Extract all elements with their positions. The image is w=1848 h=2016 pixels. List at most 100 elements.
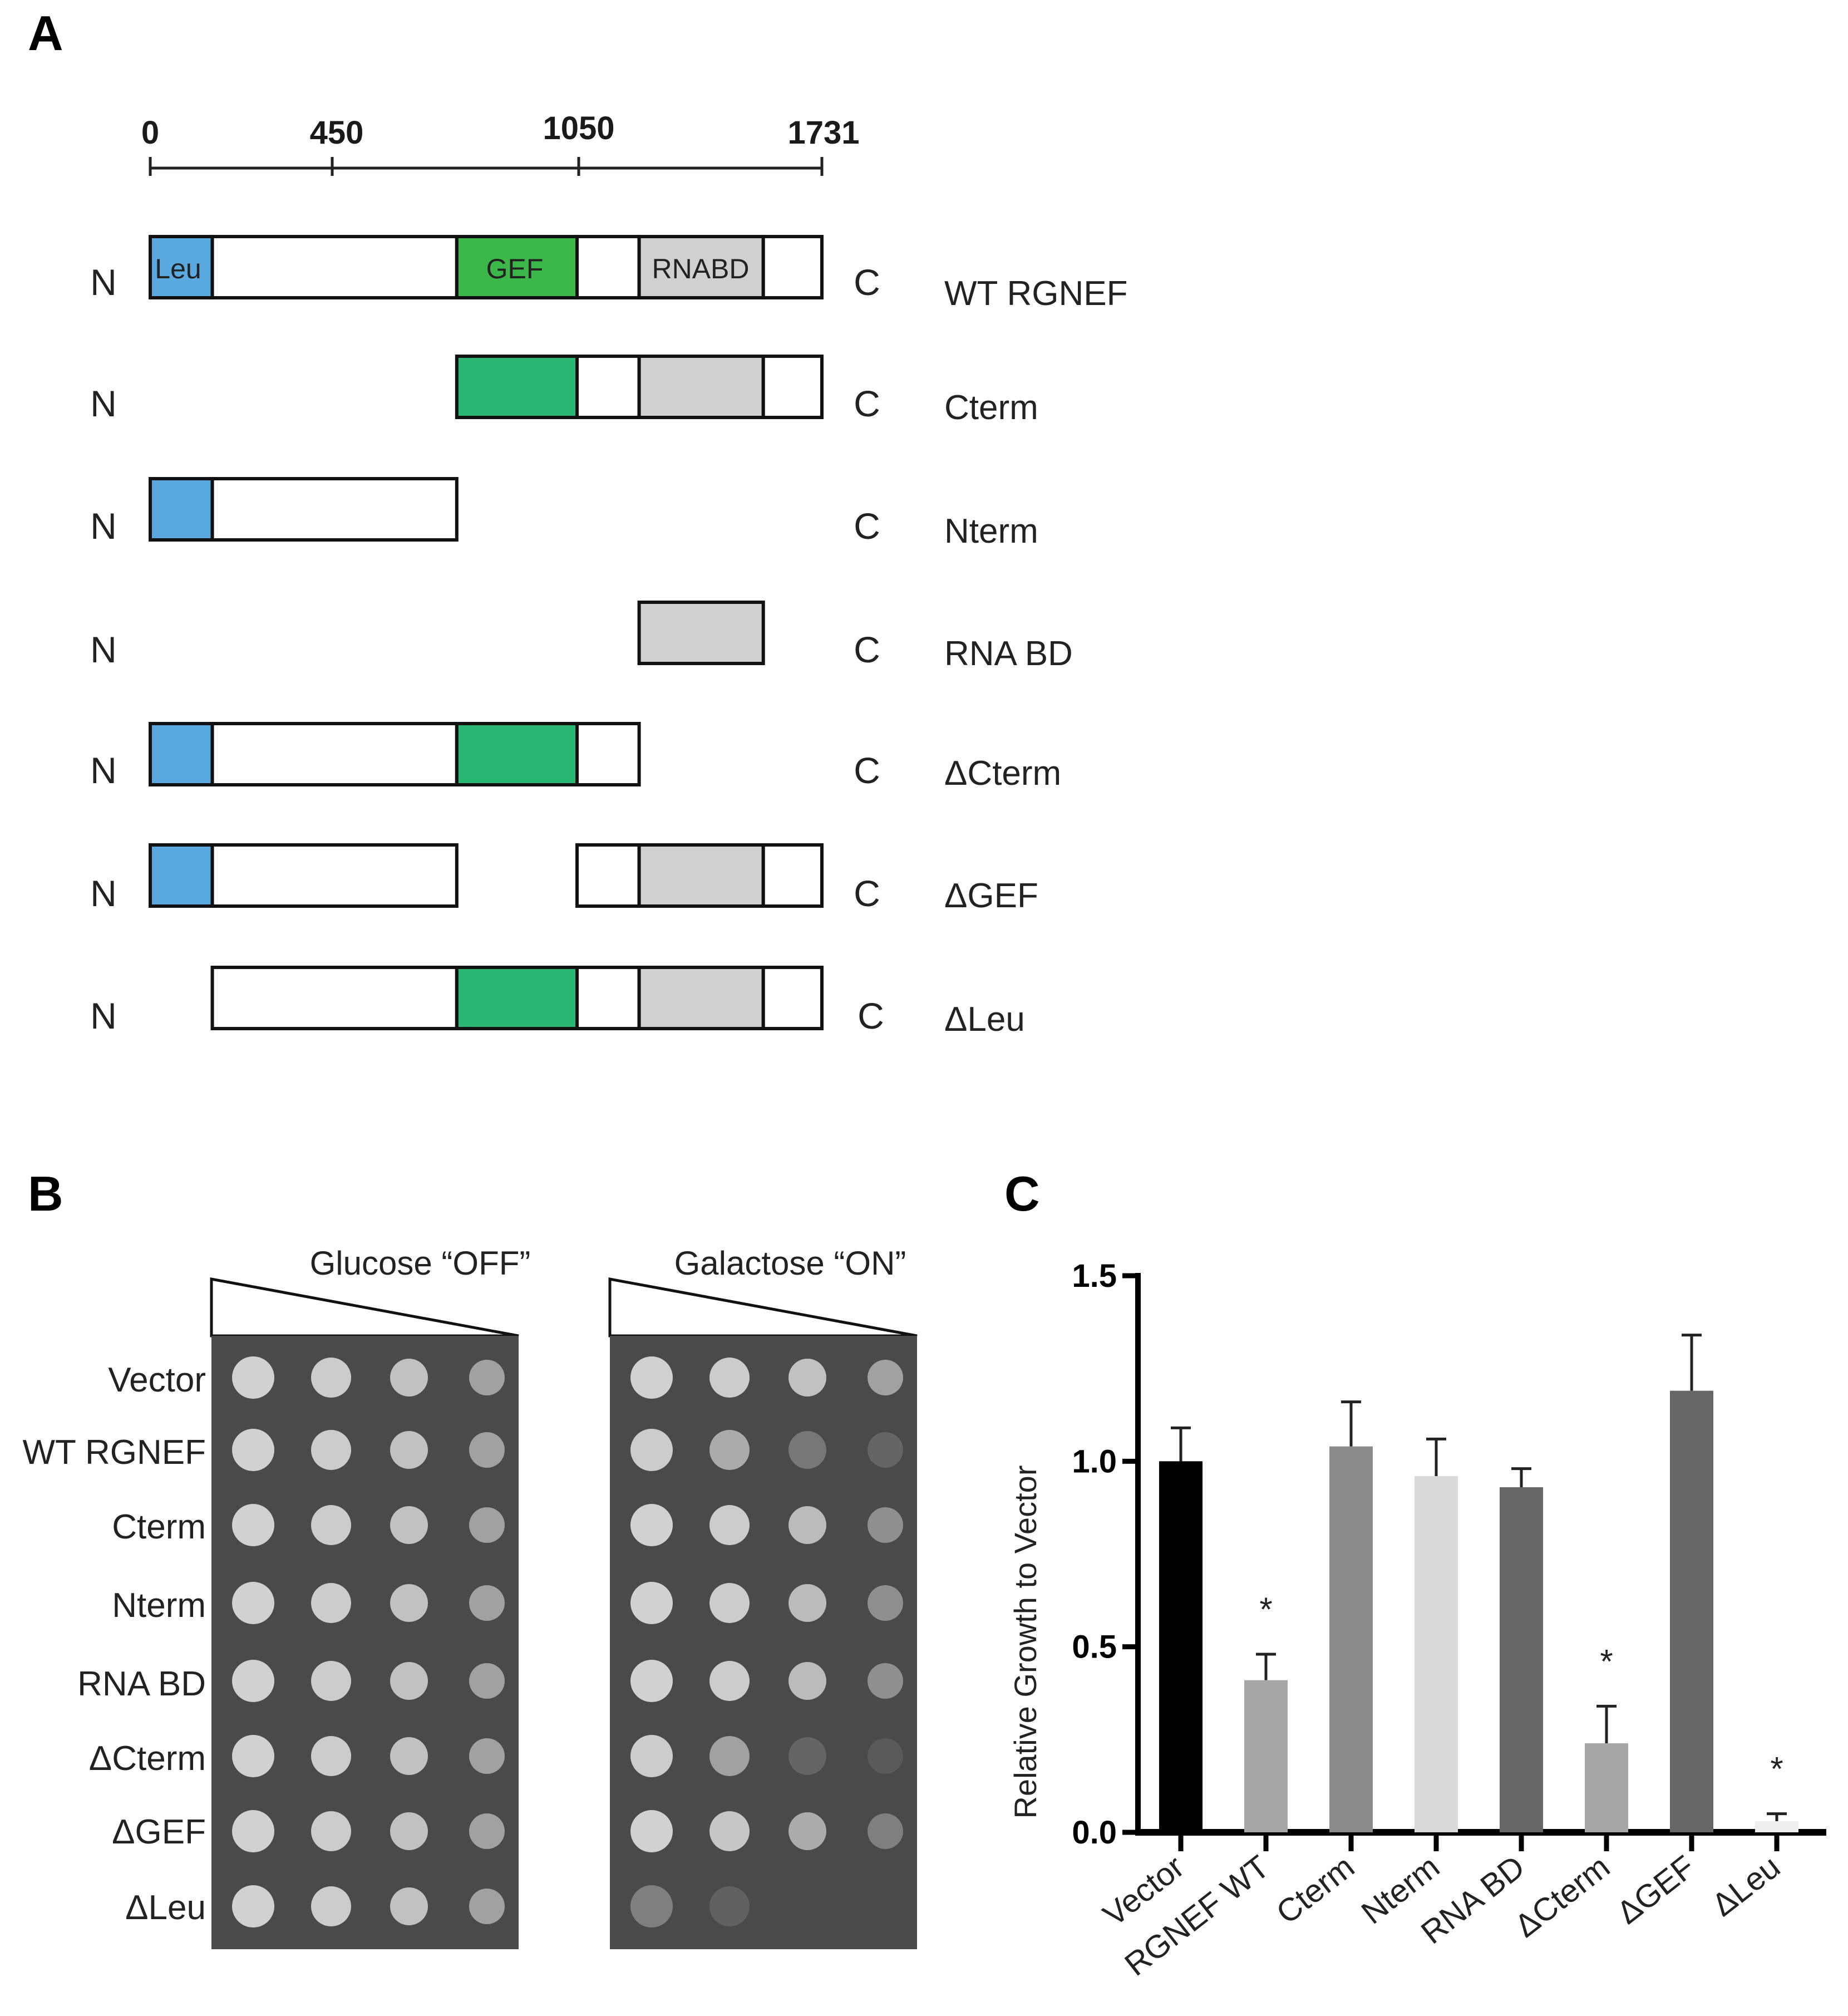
yeast-spot [469, 1507, 505, 1543]
significance-marker: * [1770, 1751, 1783, 1788]
domain-plain [761, 966, 824, 1030]
spots-glucose [232, 1356, 505, 1928]
y-tick-label: 0.5 [1072, 1629, 1117, 1665]
c-terminus-label: C [854, 262, 880, 303]
strain-label: Cterm [112, 1508, 206, 1546]
ruler: 0 450 1050 1731 [141, 110, 860, 176]
panel-a-letter: A [28, 6, 63, 61]
yeast-spot [311, 1811, 351, 1851]
domain-plain [761, 355, 824, 419]
domain-gef [455, 235, 579, 299]
yeast-spot [232, 1429, 274, 1471]
yeast-spot [868, 1813, 903, 1849]
yeast-spot [868, 1432, 903, 1468]
yeast-spot [709, 1736, 750, 1776]
construct-name: RNA BD [944, 635, 1073, 673]
ruler-tick-label: 0 [141, 115, 159, 151]
yeast-spot [469, 1585, 505, 1621]
n-terminus-label: N [90, 262, 117, 303]
strain-label: WT RGNEF [23, 1433, 206, 1472]
yeast-spot [630, 1504, 673, 1546]
n-terminus-label: N [90, 383, 117, 424]
construct-name: ΔLeu [944, 1000, 1025, 1039]
x-tick-label: RGNEF WT [1118, 1848, 1276, 1983]
significance-marker: * [1600, 1643, 1613, 1680]
yeast-spot [709, 1811, 750, 1851]
yeast-spot [469, 1813, 505, 1849]
strain-label: Nterm [112, 1586, 206, 1625]
n-terminus-label: N [90, 873, 117, 914]
dilution-wedge-galactose [608, 1277, 918, 1338]
x-tick-label: ΔLeu [1705, 1848, 1787, 1924]
yeast-spot [311, 1505, 351, 1545]
yeast-spot [709, 1886, 750, 1926]
construct-boxes [149, 722, 641, 786]
yeast-spot [709, 1430, 750, 1470]
domain-rnabd [637, 601, 765, 665]
yeast-spot [868, 1585, 903, 1621]
yeast-spot [311, 1886, 351, 1926]
yeast-spot [789, 1359, 826, 1397]
bar [1585, 1743, 1628, 1832]
construct-row: N C ΔLeu [90, 966, 1025, 1039]
panel-a-domain-diagram: A 0 450 1050 1731 N C WT RGNEF Leu GEF R… [28, 6, 1128, 1039]
yeast-spot [390, 1662, 428, 1700]
construct-name: WT RGNEF [944, 274, 1128, 313]
domain-leu [149, 843, 214, 908]
yeast-spot [789, 1812, 826, 1850]
strain-label: ΔLeu [125, 1889, 206, 1927]
domain-plain [210, 722, 459, 786]
construct-boxes [210, 966, 824, 1030]
yeast-spot [630, 1735, 673, 1777]
yeast-spot [311, 1736, 351, 1776]
domain-plain [575, 966, 641, 1030]
domain-plain [575, 235, 641, 299]
construct-row: N C Nterm [90, 477, 1038, 550]
yeast-spot [311, 1358, 351, 1398]
panel-b-letter: B [28, 1166, 63, 1221]
c-terminus-label: C [854, 505, 880, 547]
c-terminus-label: C [854, 629, 880, 670]
domain-plain [210, 235, 459, 299]
y-axis-label: Relative Growth to Vector [1008, 1466, 1043, 1819]
yeast-spot [868, 1507, 903, 1543]
yeast-spot [709, 1583, 750, 1623]
significance-marker: * [1259, 1591, 1272, 1628]
domain-rnabd [637, 235, 765, 299]
yeast-spot [789, 1506, 826, 1544]
y-tick-label: 0.0 [1072, 1815, 1117, 1851]
yeast-spot [390, 1887, 428, 1925]
domain-plain [761, 843, 824, 908]
dilution-wedge-glucose [210, 1277, 519, 1338]
strain-label: ΔGEF [112, 1813, 206, 1851]
yeast-spot [232, 1582, 274, 1624]
yeast-spot [868, 1663, 903, 1699]
construct-name: Cterm [944, 389, 1038, 427]
c-terminus-label: C [854, 750, 880, 791]
yeast-spot [709, 1358, 750, 1398]
domain-label-leu: Leu [155, 253, 201, 284]
domain-rnabd [637, 843, 765, 908]
c-terminus-label: C [854, 383, 880, 424]
c-terminus-label: C [854, 873, 880, 914]
x-tick-label: ΔCterm [1508, 1848, 1617, 1944]
y-tick-label: 1.5 [1072, 1258, 1117, 1294]
construct-name: Nterm [944, 512, 1038, 550]
strain-label: RNA BD [77, 1665, 206, 1703]
n-terminus-label: N [90, 629, 117, 670]
yeast-spot [868, 1738, 903, 1774]
yeast-spot [390, 1737, 428, 1775]
construct-row: N C WT RGNEF Leu GEF RNABD [90, 235, 1128, 313]
yeast-spot [232, 1356, 274, 1399]
bar [1415, 1476, 1458, 1832]
construct-row: N C ΔCterm [90, 722, 1061, 793]
plate-glucose [211, 1336, 519, 1949]
yeast-spot [630, 1885, 673, 1928]
construct-row: N C Cterm [90, 355, 1038, 427]
yeast-spot [630, 1660, 673, 1702]
construct-name: ΔCterm [944, 754, 1061, 793]
construct-boxes [149, 235, 824, 299]
domain-plain [575, 722, 641, 786]
